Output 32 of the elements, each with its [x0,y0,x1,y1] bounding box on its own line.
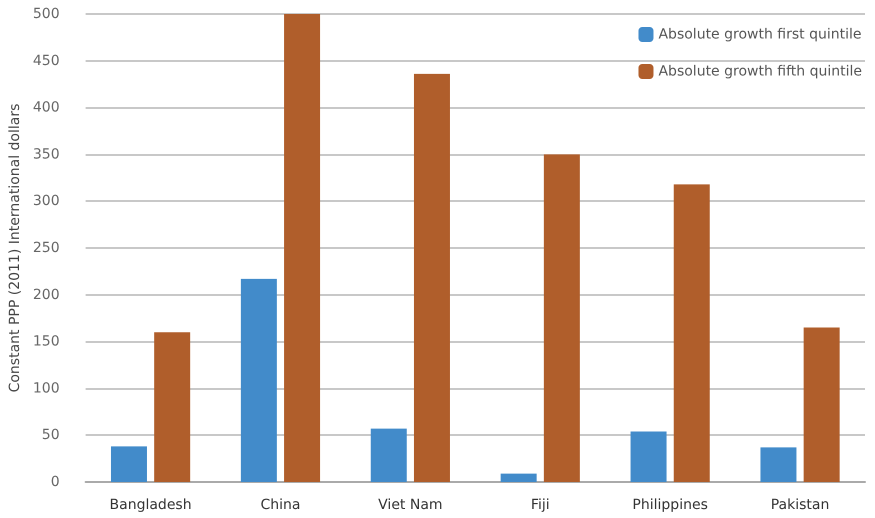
bar [110,446,147,482]
x-tick-label: China [260,497,300,513]
bar [500,474,537,482]
y-tick-label: 250 [32,240,60,256]
x-tick-label: Viet Nam [378,497,443,513]
x-tick-label: Fiji [530,497,550,513]
y-tick-label: 400 [32,100,60,116]
legend-label: Absolute growth first quintile [658,26,862,42]
y-tick-label: 450 [32,52,60,69]
bar [284,14,320,482]
bar [630,431,667,482]
y-tick-label: 200 [32,286,60,303]
bar [240,278,277,482]
x-tick-label: Philippines [632,497,708,513]
y-axis-title: Constant PPP (2011) International dollars [7,104,23,392]
x-tick-label: Pakistan [770,497,830,513]
bar [414,74,450,482]
y-tick-label: 300 [32,193,60,210]
y-tick-label: 50 [42,427,60,444]
x-tick-label: Bangladesh [110,497,192,513]
bar [544,154,580,482]
y-tick-label: 150 [32,334,60,350]
bar [760,447,796,482]
y-tick-label: 500 [32,6,60,22]
bar [154,332,190,482]
legend-label: Absolute growth fifth quintile [658,64,862,80]
y-tick-label: 350 [32,146,60,162]
bar [370,428,407,482]
y-tick-label: 100 [32,380,60,396]
bar [674,184,710,482]
bar [804,328,840,482]
y-tick-label: 0 [50,474,60,490]
